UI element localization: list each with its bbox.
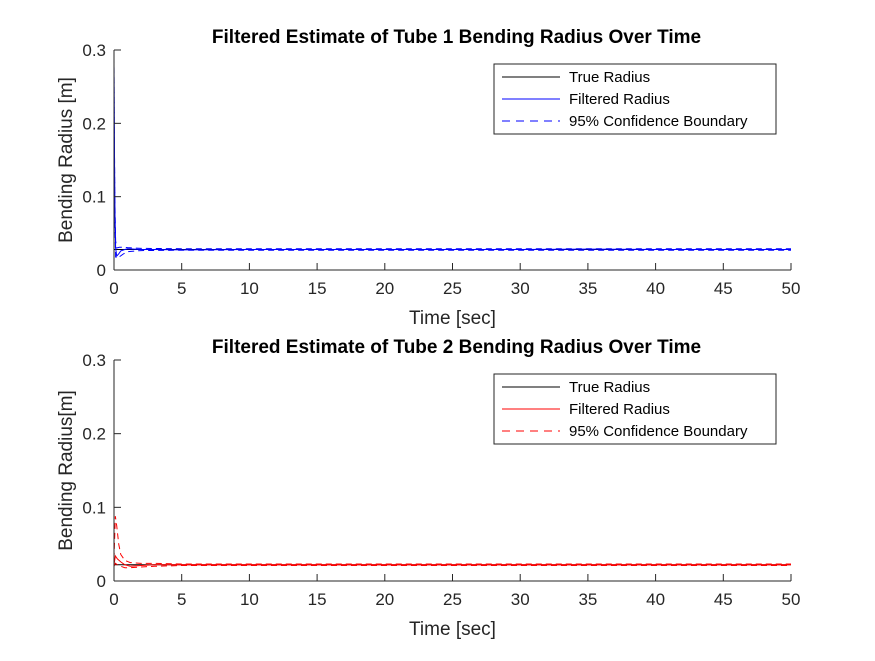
- series-line-filtered-radius: [114, 63, 791, 258]
- x-tick-label: 50: [782, 590, 801, 609]
- x-tick-label: 35: [578, 590, 597, 609]
- series-line-confidence-boundary-lower: [114, 71, 791, 259]
- x-tick-label: 50: [782, 279, 801, 298]
- legend-entry-label: Filtered Radius: [569, 401, 670, 418]
- x-tick-label: 10: [240, 590, 259, 609]
- y-axis-label: Bending Radius[m]: [56, 390, 77, 551]
- x-tick-label: 30: [511, 590, 530, 609]
- x-tick-label: 30: [511, 279, 530, 298]
- series-group: [114, 57, 791, 259]
- y-tick-label: 0: [97, 261, 106, 280]
- x-tick-label: 0: [109, 279, 118, 298]
- y-tick-label: 0.1: [82, 498, 106, 517]
- x-axis-label: Time [sec]: [409, 619, 496, 640]
- x-tick-label: 20: [375, 590, 394, 609]
- x-tick-label: 20: [375, 279, 394, 298]
- legend-entry-label: 95% Confidence Boundary: [569, 113, 748, 130]
- x-tick-label: 35: [578, 279, 597, 298]
- series-line-95-confidence-boundary: [114, 57, 791, 250]
- series-group: [114, 516, 791, 569]
- legend-entry-label: True Radius: [569, 69, 650, 86]
- series-line-filtered-radius: [114, 554, 791, 567]
- series-line-95-confidence-boundary: [114, 516, 791, 565]
- chart-2: 0 5 10 15 20 25 30 35 40 45 50 0 0.1 0.2 0.3 Filtered E…: [56, 337, 800, 640]
- y-axis-label: Bending Radius [m]: [56, 77, 77, 243]
- legend-entry-label: Filtered Radius: [569, 91, 670, 108]
- chart-title: Filtered Estimate of Tube 2 Bending Radi…: [212, 337, 701, 358]
- x-tick-label: 40: [646, 590, 665, 609]
- y-tick-label: 0.2: [82, 114, 106, 133]
- legend: True Radius Filtered Radius 95% Confidence…: [493, 63, 777, 135]
- x-tick-label: 5: [177, 279, 186, 298]
- x-tick-label: 40: [646, 279, 665, 298]
- y-tick-label: 0.3: [82, 41, 106, 60]
- x-tick-label: 15: [308, 279, 327, 298]
- x-tick-label: 25: [443, 590, 462, 609]
- x-tick-label: 25: [443, 279, 462, 298]
- y-tick-label: 0: [97, 572, 106, 591]
- chart-title: Filtered Estimate of Tube 1 Bending Radi…: [212, 27, 701, 48]
- legend-entry-label: True Radius: [569, 379, 650, 396]
- x-axis-label: Time [sec]: [409, 308, 496, 329]
- y-tick-label: 0.3: [82, 351, 106, 370]
- y-tick-label: 0.1: [82, 188, 106, 207]
- x-tick-label: 10: [240, 279, 259, 298]
- x-tick-label: 0: [109, 590, 118, 609]
- x-tick-label: 45: [714, 590, 733, 609]
- legend: True Radius Filtered Radius 95% Confidence…: [493, 373, 777, 445]
- legend-entry-label: 95% Confidence Boundary: [569, 423, 748, 440]
- x-tick-label: 15: [308, 590, 327, 609]
- chart-1: 0 5 10 15 20 25 30 35 40 45 50 0 0.1 0.2 0.3 Filtered E…: [56, 27, 800, 329]
- x-tick-label: 5: [177, 590, 186, 609]
- y-tick-label: 0.2: [82, 425, 106, 444]
- x-tick-label: 45: [714, 279, 733, 298]
